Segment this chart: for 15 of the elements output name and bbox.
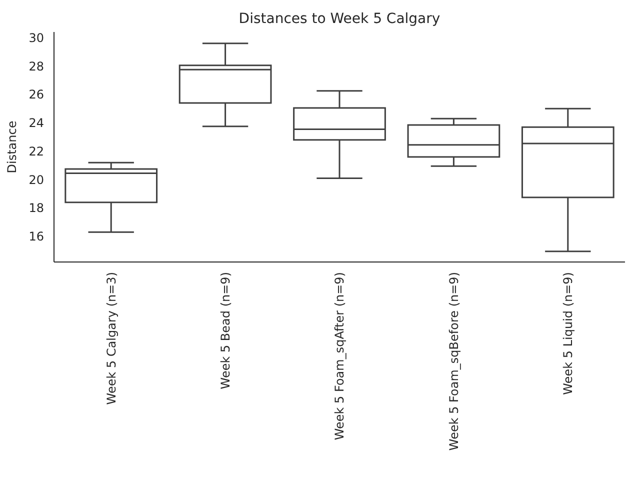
x-tick-label: Week 5 Foam_sqAfter (n=9) (332, 272, 347, 440)
y-axis-title: Distance (5, 120, 19, 174)
y-tick-label: 28 (28, 59, 44, 74)
x-tick-label: Week 5 Bead (n=9) (218, 272, 232, 390)
y-tick-label: 24 (28, 116, 44, 130)
x-tick-label: Week 5 Foam_sqBefore (n=9) (446, 272, 461, 451)
y-tick-label: 20 (28, 172, 44, 187)
y-tick-label: 22 (28, 144, 44, 158)
y-tick-label: 16 (28, 230, 44, 244)
y-tick-label: 26 (28, 88, 44, 102)
x-tick-label: Week 5 Calgary (n=3) (104, 272, 118, 405)
chart-title: Distances to Week 5 Calgary (238, 11, 440, 27)
y-tick-label: 30 (28, 30, 44, 45)
x-tick-label: Week 5 Liquid (n=9) (561, 272, 576, 395)
y-tick-label: 18 (28, 201, 44, 216)
